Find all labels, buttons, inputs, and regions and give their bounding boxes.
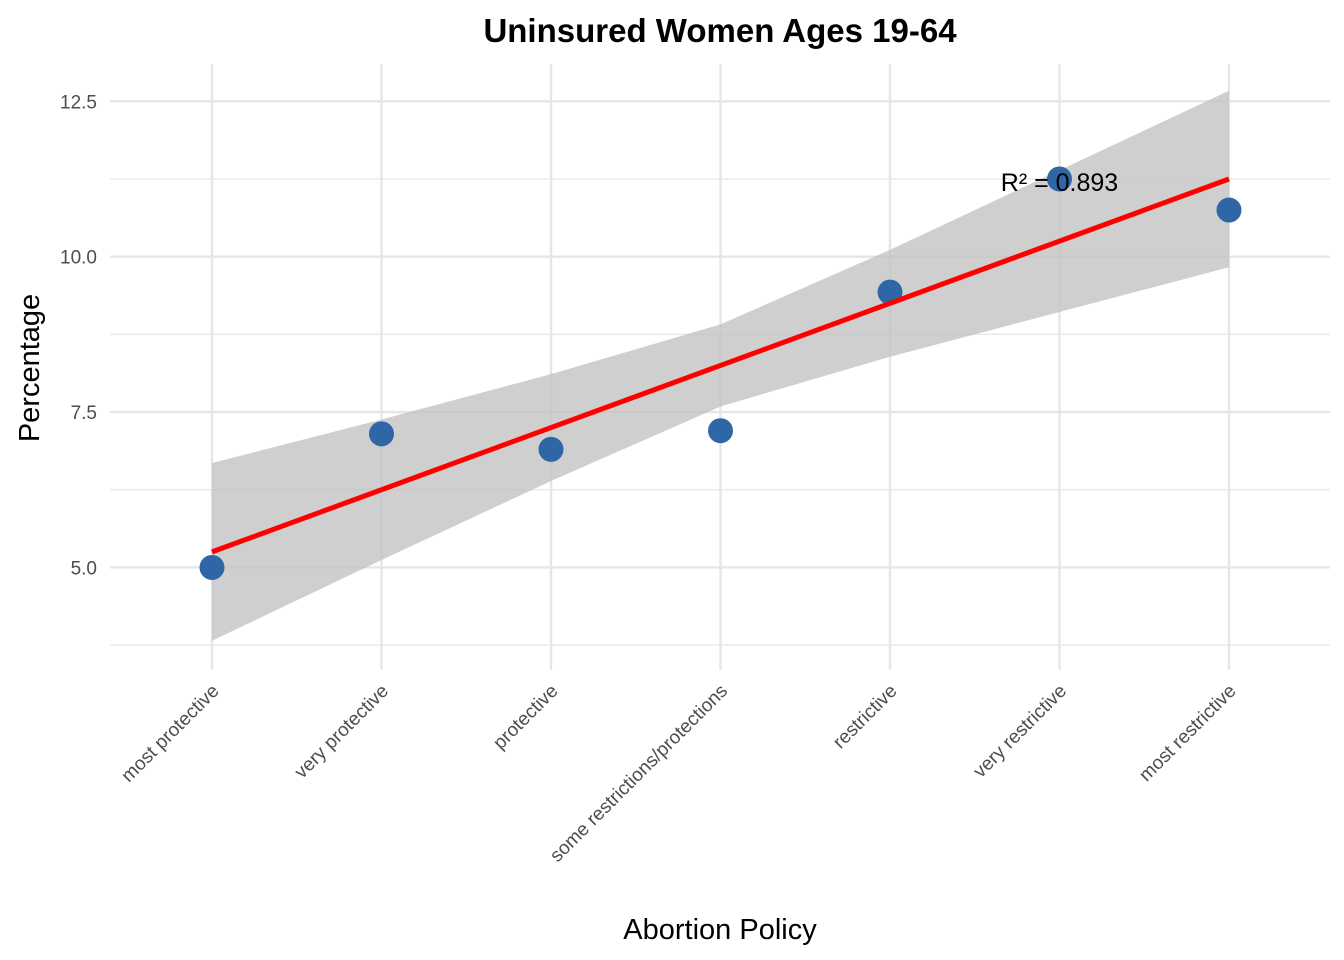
annotation: R² = 0.893 (1001, 169, 1118, 197)
x-axis-title: Abortion Policy (623, 914, 817, 946)
y-tick-label: 10.0 (60, 248, 97, 269)
y-tick-label: 12.5 (60, 92, 97, 113)
y-axis-title: Percentage (14, 294, 46, 442)
data-point (199, 554, 225, 580)
data-point (1216, 197, 1242, 223)
data-point (369, 421, 394, 447)
x-tick-label: protective (489, 681, 562, 754)
x-tick-label: most restrictive (1135, 681, 1240, 786)
chart-title: Uninsured Women Ages 19-64 (483, 12, 957, 49)
x-tick-label: very restrictive (970, 681, 1071, 782)
trend-line (211, 176, 1230, 555)
data-point (708, 418, 733, 444)
r-squared-label: R² = 0.893 (1001, 169, 1118, 197)
x-tick-label: some restrictions/protections (546, 681, 732, 867)
y-axis-ticks: 5.0 7.5 10.0 12.5 (60, 92, 97, 579)
data-point (1047, 166, 1072, 192)
major-grid (110, 64, 1330, 670)
x-axis-ticks: most protective very protective protective… (118, 681, 1241, 867)
data-points (199, 166, 1242, 580)
x-tick-label: restrictive (829, 681, 901, 753)
y-tick-label: 7.5 (71, 403, 97, 424)
x-tick-label: very protective (291, 681, 393, 783)
x-tick-label: most protective (118, 681, 224, 787)
data-point (538, 436, 564, 462)
regression-line (211, 176, 1230, 555)
y-tick-label: 5.0 (71, 558, 97, 579)
